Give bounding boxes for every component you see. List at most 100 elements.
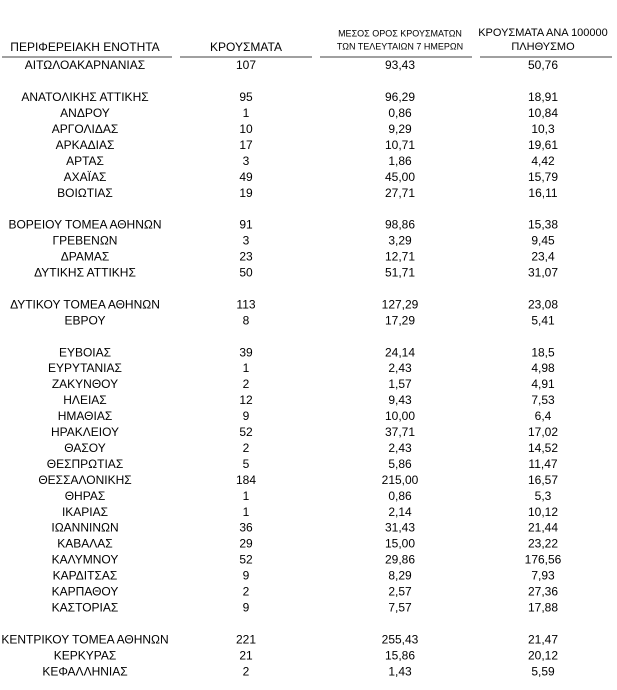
region-name: ΑΝΔΡΟΥ bbox=[60, 106, 110, 120]
average: 1,57 bbox=[388, 377, 412, 391]
region-name: ΒΟΙΩΤΙΑΣ bbox=[57, 186, 113, 200]
average: 15,86 bbox=[385, 648, 415, 662]
region-name: ΗΜΑΘΙΑΣ bbox=[58, 409, 113, 423]
per-capita: 16,57 bbox=[528, 473, 558, 487]
region-name: ΘΗΡΑΣ bbox=[65, 489, 106, 503]
region-name: ΓΡΕΒΕΝΩΝ bbox=[53, 234, 118, 248]
per-capita: 10,3 bbox=[531, 122, 555, 136]
per-capita: 176,56 bbox=[525, 553, 562, 567]
per-capita: 16,11 bbox=[528, 186, 557, 200]
per-capita: 11,47 bbox=[528, 457, 557, 471]
region-name: ΒΟΡΕΙΟΥ ΤΟΜΕΑ ΑΘΗΝΩΝ bbox=[8, 218, 161, 232]
average: 2,14 bbox=[388, 505, 412, 519]
per-capita: 23,08 bbox=[528, 297, 558, 311]
average: 93,43 bbox=[385, 58, 415, 72]
average: 8,29 bbox=[388, 569, 412, 583]
cases: 9 bbox=[243, 600, 250, 614]
average: 45,00 bbox=[385, 170, 415, 184]
header-average: ΜΕΣΟΣ ΟΡΟΣ ΚΡΟΥΣΜΑΤΩΝ bbox=[338, 28, 462, 38]
per-capita: 15,38 bbox=[528, 218, 558, 232]
average: 10,00 bbox=[385, 409, 415, 423]
per-capita: 6,4 bbox=[535, 409, 552, 423]
region-name: ΑΡΚΑΔΙΑΣ bbox=[56, 138, 115, 152]
cases: 2 bbox=[243, 377, 250, 391]
header-per-capita: ΚΡΟΥΣΜΑΤΑ ΑΝΑ 100000 bbox=[478, 27, 608, 39]
region-name: ΚΕΝΤΡΙΚΟΥ ΤΟΜΕΑ ΑΘΗΝΩΝ bbox=[1, 632, 168, 646]
cases: 52 bbox=[239, 425, 253, 439]
cases: 1 bbox=[243, 361, 250, 375]
cases: 19 bbox=[239, 186, 253, 200]
per-capita: 19,61 bbox=[528, 138, 558, 152]
region-name: ΕΒΡΟΥ bbox=[65, 313, 106, 327]
cases: 21 bbox=[239, 648, 253, 662]
average: 0,86 bbox=[388, 106, 412, 120]
per-capita: 10,84 bbox=[528, 106, 558, 120]
average: 1,86 bbox=[388, 154, 412, 168]
cases: 12 bbox=[239, 393, 253, 407]
cases: 1 bbox=[243, 106, 250, 120]
average: 1,43 bbox=[388, 664, 412, 678]
header-cases: ΚΡΟΥΣΜΑΤΑ bbox=[210, 40, 282, 54]
cases: 184 bbox=[236, 473, 256, 487]
region-name: ΑΙΤΩΛΟΑΚΑΡΝΑΝΙΑΣ bbox=[25, 58, 145, 72]
per-capita: 31,07 bbox=[528, 266, 558, 280]
region-name: ΘΕΣΠΡΩΤΙΑΣ bbox=[47, 457, 123, 471]
per-capita: 50,76 bbox=[528, 58, 558, 72]
per-capita: 15,79 bbox=[528, 170, 558, 184]
cases: 8 bbox=[243, 313, 250, 327]
per-capita: 5,41 bbox=[531, 313, 555, 327]
region-name: ΚΑΣΤΟΡΙΑΣ bbox=[52, 600, 119, 614]
average: 255,43 bbox=[382, 632, 419, 646]
region-name: ΔΥΤΙΚΗΣ ΑΤΤΙΚΗΣ bbox=[34, 266, 136, 280]
cases: 17 bbox=[239, 138, 253, 152]
region-name: ΗΡΑΚΛΕΙΟΥ bbox=[51, 425, 119, 439]
average: 15,00 bbox=[385, 537, 415, 551]
cases: 29 bbox=[239, 537, 253, 551]
average: 2,57 bbox=[388, 585, 412, 599]
header-average: ΤΩΝ ΤΕΛΕΥΤΑΙΩΝ 7 ΗΜΕΡΩΝ bbox=[337, 41, 463, 51]
average: 17,29 bbox=[385, 313, 415, 327]
region-name: ΔΥΤΙΚΟΥ ΤΟΜΕΑ ΑΘΗΝΩΝ bbox=[10, 297, 160, 311]
header-region: ΠΕΡΙΦΕΡΕΙΑΚΗ ΕΝΟΤΗΤΑ bbox=[10, 40, 159, 54]
average: 10,71 bbox=[385, 138, 415, 152]
per-capita: 14,52 bbox=[528, 441, 558, 455]
average: 12,71 bbox=[385, 250, 415, 264]
per-capita: 5,3 bbox=[535, 489, 552, 503]
cases: 3 bbox=[243, 234, 250, 248]
region-name: ΗΛΕΙΑΣ bbox=[63, 393, 106, 407]
per-capita: 18,5 bbox=[531, 345, 555, 359]
cases: 3 bbox=[243, 154, 250, 168]
cases: 1 bbox=[243, 505, 250, 519]
per-capita: 10,12 bbox=[528, 505, 558, 519]
per-capita: 4,91 bbox=[531, 377, 555, 391]
average: 51,71 bbox=[385, 266, 415, 280]
average: 24,14 bbox=[385, 345, 415, 359]
cases: 95 bbox=[239, 90, 253, 104]
region-name: ΑΡΓΟΛΙΔΑΣ bbox=[52, 122, 119, 136]
average: 2,43 bbox=[388, 361, 412, 375]
header-per-capita: ΠΛΗΘΥΣΜΟ bbox=[511, 41, 575, 53]
average: 37,71 bbox=[385, 425, 415, 439]
per-capita: 5,59 bbox=[531, 664, 555, 678]
cases: 52 bbox=[239, 553, 253, 567]
region-name: ΙΚΑΡΙΑΣ bbox=[62, 505, 108, 519]
region-name: ΑΝΑΤΟΛΙΚΗΣ ΑΤΤΙΚΗΣ bbox=[21, 90, 148, 104]
cases: 50 bbox=[239, 266, 253, 280]
cases: 36 bbox=[239, 521, 253, 535]
average: 3,29 bbox=[388, 234, 412, 248]
cases: 91 bbox=[239, 218, 253, 232]
region-name: ΙΩΑΝΝΙΝΩΝ bbox=[51, 521, 118, 535]
cases: 9 bbox=[243, 409, 250, 423]
cases: 5 bbox=[243, 457, 250, 471]
region-name: ΔΡΑΜΑΣ bbox=[61, 250, 110, 264]
average: 31,43 bbox=[385, 521, 415, 535]
cases: 2 bbox=[243, 585, 250, 599]
cases: 39 bbox=[239, 345, 253, 359]
per-capita: 21,44 bbox=[528, 521, 558, 535]
cases: 113 bbox=[236, 297, 255, 311]
average: 29,86 bbox=[385, 553, 415, 567]
region-name: ΕΥΡΥΤΑΝΙΑΣ bbox=[48, 361, 122, 375]
region-name: ΚΑΛΥΜΝΟΥ bbox=[52, 553, 119, 567]
cases: 23 bbox=[239, 250, 253, 264]
